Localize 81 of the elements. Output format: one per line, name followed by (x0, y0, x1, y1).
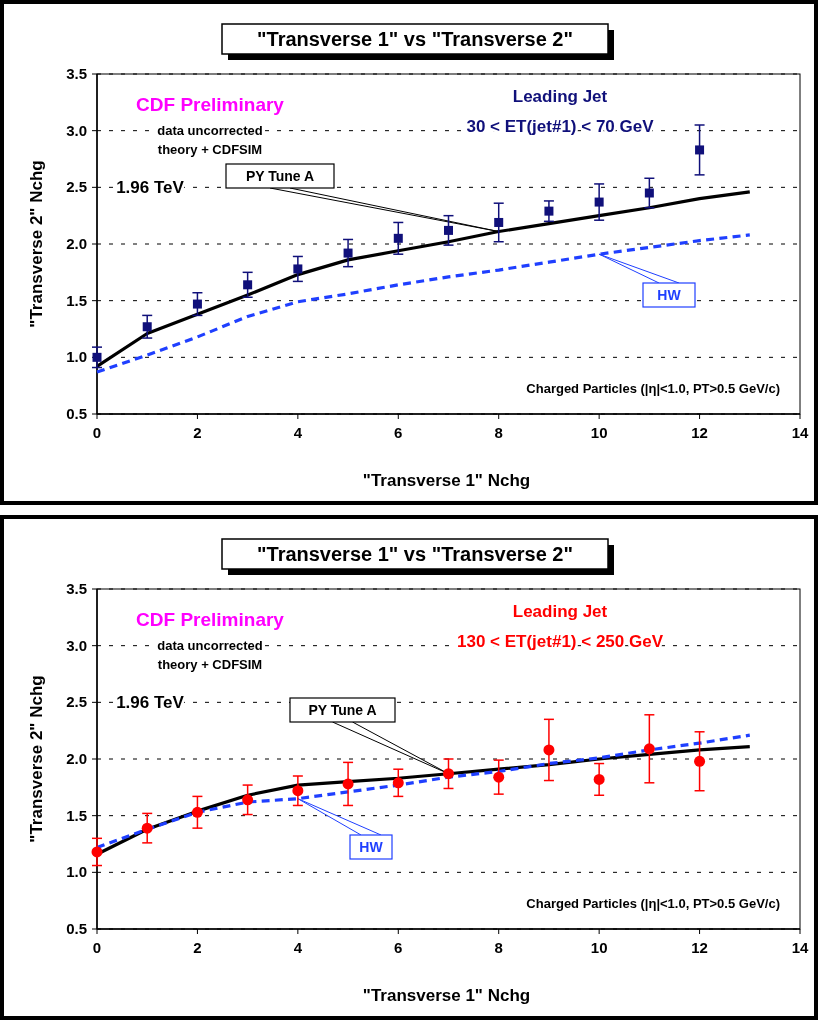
x-tick-label: 10 (590, 939, 608, 956)
x-tick-label: 10 (590, 424, 608, 441)
point (91, 846, 103, 858)
y-tick-label: 3.0 (66, 636, 87, 654)
point (191, 806, 203, 818)
x-tick-label: 2 (193, 424, 202, 441)
y-tick-label: 3.5 (66, 65, 87, 82)
point (644, 188, 654, 198)
point (493, 771, 505, 783)
point (142, 322, 152, 332)
text: PY Tune A (245, 168, 315, 184)
x-tick-label: 6 (394, 424, 403, 441)
point (543, 744, 555, 756)
y-tick-label: 3.5 (66, 580, 87, 597)
y-tick-label: 1.0 (66, 348, 87, 366)
annotation: 1.96 TeV (116, 178, 185, 197)
annotation: Leading Jet (512, 87, 608, 106)
point (695, 145, 705, 155)
annotation: data uncorrected (157, 638, 263, 653)
point (444, 225, 453, 235)
x-axis-title: "Transverse 1" Nchg (362, 986, 531, 1005)
x-tick-label: 0 (92, 939, 102, 956)
text: HW (657, 287, 682, 303)
text: HW (359, 839, 384, 855)
y-tick-label: 0.5 (66, 920, 87, 937)
y-tick-label: 2.0 (66, 235, 87, 252)
point (342, 778, 354, 790)
x-tick-label: 6 (394, 939, 403, 956)
x-axis-title: "Transverse 1" Nchg (362, 471, 531, 490)
point (192, 299, 202, 309)
annotation: 30 < ET(jet#1) < 70 GeV (466, 117, 655, 136)
point (393, 233, 403, 243)
y-tick-label: 2.5 (66, 693, 87, 711)
x-tick-label: 4 (293, 939, 303, 956)
point (141, 822, 153, 834)
annotation: 1.96 TeV (116, 693, 185, 712)
point (593, 773, 605, 785)
y-tick-label: 2.5 (66, 178, 87, 196)
x-tick-label: 14 (791, 424, 809, 441)
point (392, 777, 404, 789)
x-tick-label: 12 (691, 939, 708, 956)
y-tick-label: 3.0 (66, 121, 87, 139)
point (292, 785, 304, 797)
annotation: Charged Particles (|η|<1.0, PT>0.5 GeV/c) (526, 896, 780, 911)
point (443, 768, 454, 780)
line-series (95, 233, 752, 374)
y-axis-title: "Transverse 2" Nchg (27, 675, 46, 843)
y-tick-label: 1.0 (66, 863, 87, 881)
annotation: data uncorrected (157, 123, 263, 138)
chart-title: "Transverse 1" vs "Transverse 2" (257, 543, 573, 565)
text: PY Tune A (308, 702, 377, 718)
y-tick-label: 2.0 (66, 750, 87, 767)
annotation: CDF Preliminary (136, 609, 285, 630)
annotation: Charged Particles (|η|<1.0, PT>0.5 GeV/c) (526, 381, 780, 396)
x-tick-label: 8 (494, 939, 503, 956)
point (643, 743, 655, 755)
point (293, 264, 303, 274)
x-tick-label: 4 (293, 424, 303, 441)
point (242, 794, 254, 806)
y-tick-label: 0.5 (66, 405, 87, 422)
point (694, 755, 706, 767)
annotation: theory + CDFSIM (157, 657, 263, 672)
x-tick-label: 8 (494, 424, 503, 441)
x-tick-label: 2 (193, 939, 202, 956)
chart-title: "Transverse 1" vs "Transverse 2" (257, 28, 573, 50)
y-tick-label: 1.5 (66, 291, 87, 309)
point (243, 280, 253, 290)
x-tick-label: 12 (691, 424, 708, 441)
point (494, 217, 504, 227)
x-tick-label: 14 (791, 939, 809, 956)
point (343, 248, 353, 258)
point (92, 352, 102, 362)
point (544, 206, 554, 216)
annotation: CDF Preliminary (136, 94, 285, 115)
x-tick-label: 0 (92, 424, 102, 441)
annotation: theory + CDFSIM (157, 142, 263, 157)
annotation: Leading Jet (512, 602, 608, 621)
y-axis-title: "Transverse 2" Nchg (27, 160, 46, 328)
y-tick-label: 1.5 (66, 806, 87, 824)
annotation: 130 < ET(jet#1) < 250 GeV (456, 632, 664, 651)
point (594, 197, 604, 207)
